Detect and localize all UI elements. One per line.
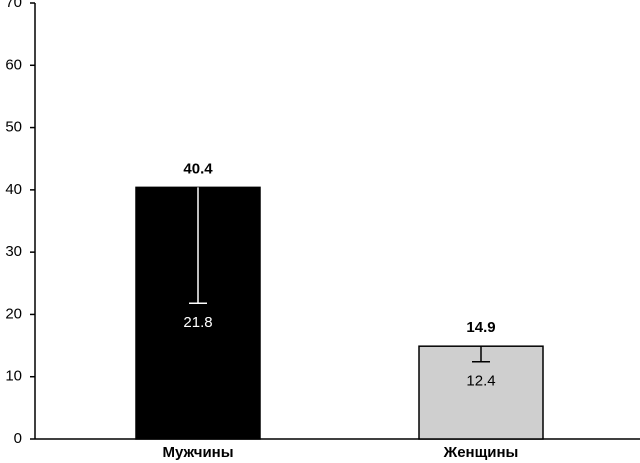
value-label: 14.9 [466, 319, 495, 336]
x-tick-label: Женщины [443, 444, 519, 461]
y-tick-label: 0 [14, 430, 22, 447]
y-tick-label: 40 [5, 181, 22, 198]
y-tick-label: 60 [5, 56, 22, 73]
x-tick-label: Мужчины [162, 444, 233, 461]
y-tick-label: 70 [5, 0, 22, 11]
inner-label: 12.4 [466, 373, 495, 390]
value-label: 40.4 [183, 160, 213, 177]
y-tick-label: 50 [5, 119, 22, 136]
y-tick-label: 10 [5, 368, 22, 385]
y-tick-label: 20 [5, 305, 22, 322]
inner-label: 21.8 [183, 314, 212, 331]
y-tick-label: 30 [5, 243, 22, 260]
